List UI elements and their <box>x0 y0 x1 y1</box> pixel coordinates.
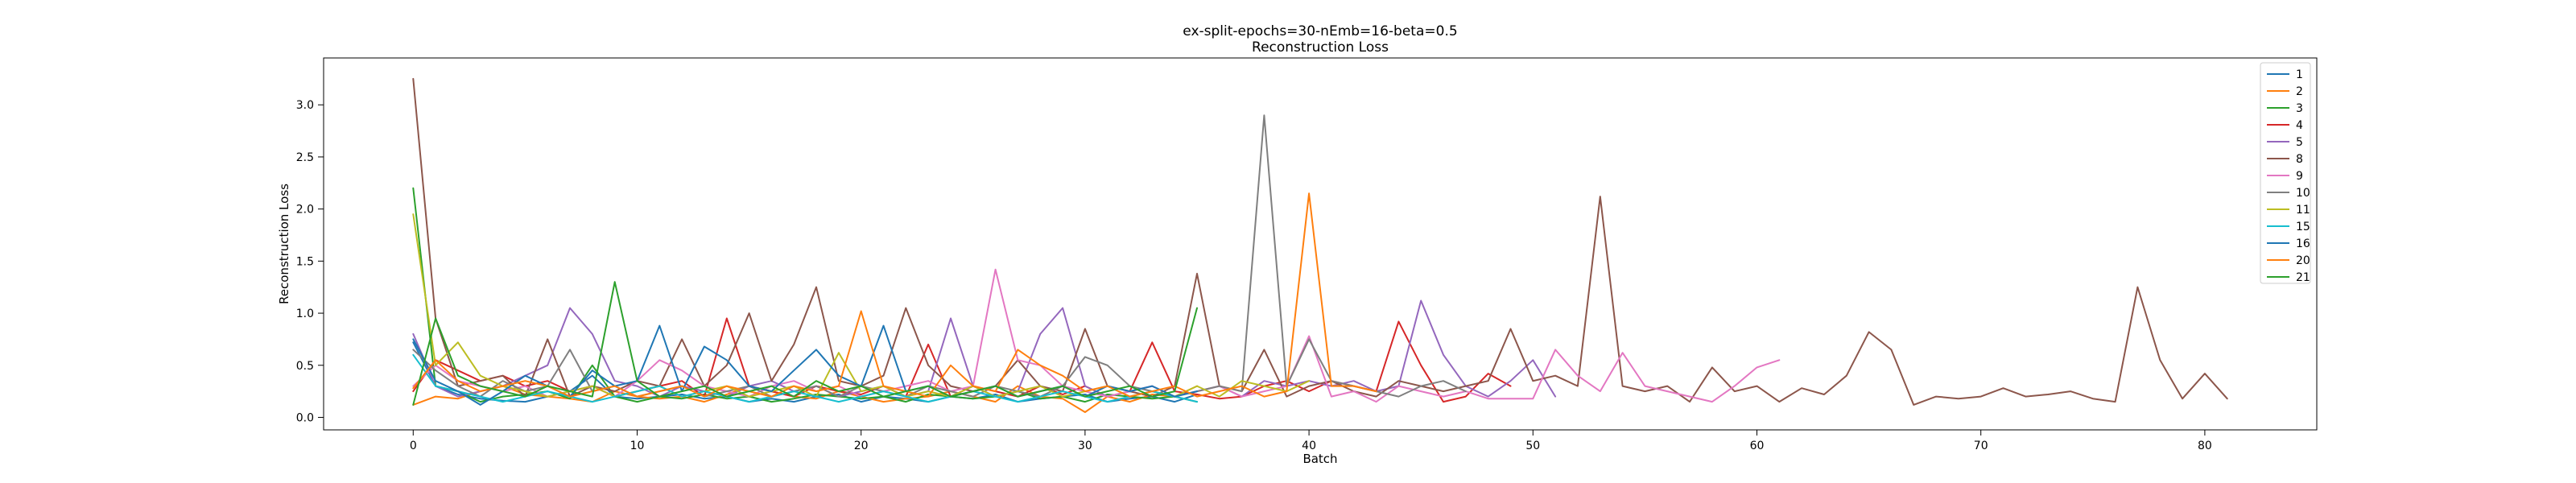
plot-frame <box>323 57 2318 431</box>
series-line-21 <box>412 281 1198 406</box>
plot-background <box>324 58 2317 430</box>
y-tick-label: 3.0 <box>296 99 314 112</box>
x-tick-label: 0 <box>410 440 417 452</box>
legend-label-1: 1 <box>2296 68 2303 81</box>
series-line-15 <box>412 353 1198 403</box>
legend-label-11: 11 <box>2296 204 2310 217</box>
chart-title: ex-split-epochs=30-nEmb=16-beta=0.5 <box>1183 23 1457 39</box>
y-tick-label: 0.0 <box>296 411 314 424</box>
x-tick-label: 40 <box>1302 440 1316 452</box>
chart-subtitle: Reconstruction Loss <box>1252 39 1389 56</box>
legend: 1 2 3 4 5 8 9 10 11 15 16 20 21 <box>2260 62 2311 284</box>
x-tick-label: 80 <box>2198 440 2212 452</box>
legend-label-3: 3 <box>2296 102 2303 115</box>
series-layer <box>412 77 2228 413</box>
legend-frame <box>2260 62 2311 284</box>
y-axis-label: Reconstruction Loss <box>277 184 291 304</box>
y-axis: 0.0 0.5 1.0 1.5 2.0 2.5 3.0 <box>296 99 324 424</box>
x-tick-label: 60 <box>1750 440 1765 452</box>
legend-label-20: 20 <box>2296 254 2310 267</box>
legend-label-15: 15 <box>2296 221 2310 233</box>
y-tick-label: 2.5 <box>296 151 314 164</box>
x-tick-label: 70 <box>1974 440 1988 452</box>
legend-label-21: 21 <box>2296 271 2310 284</box>
series-line-10 <box>412 114 1467 398</box>
legend-label-8: 8 <box>2296 153 2303 166</box>
x-tick-label: 20 <box>854 440 869 452</box>
series-line-20 <box>412 192 1377 398</box>
x-tick-label: 50 <box>1525 440 1540 452</box>
legend-label-2: 2 <box>2296 85 2303 98</box>
x-axis-label: Batch <box>1302 452 1337 466</box>
y-tick-label: 1.5 <box>296 255 314 268</box>
series-line-8 <box>412 77 2228 406</box>
legend-label-16: 16 <box>2296 237 2310 250</box>
x-tick-label: 10 <box>630 440 645 452</box>
legend-label-9: 9 <box>2296 170 2303 183</box>
y-tick-label: 2.0 <box>296 204 314 217</box>
x-tick-label: 30 <box>1078 440 1092 452</box>
legend-label-10: 10 <box>2296 187 2310 200</box>
plot-area <box>323 57 2318 431</box>
legend-label-5: 5 <box>2296 136 2303 149</box>
legend-label-4: 4 <box>2296 119 2303 132</box>
x-axis: 0 10 20 30 40 50 60 70 80 <box>410 430 2212 452</box>
y-tick-label: 0.5 <box>296 360 314 373</box>
y-tick-label: 1.0 <box>296 308 314 320</box>
legend-items: 1 2 3 4 5 8 9 10 11 15 16 20 21 <box>2267 68 2310 284</box>
